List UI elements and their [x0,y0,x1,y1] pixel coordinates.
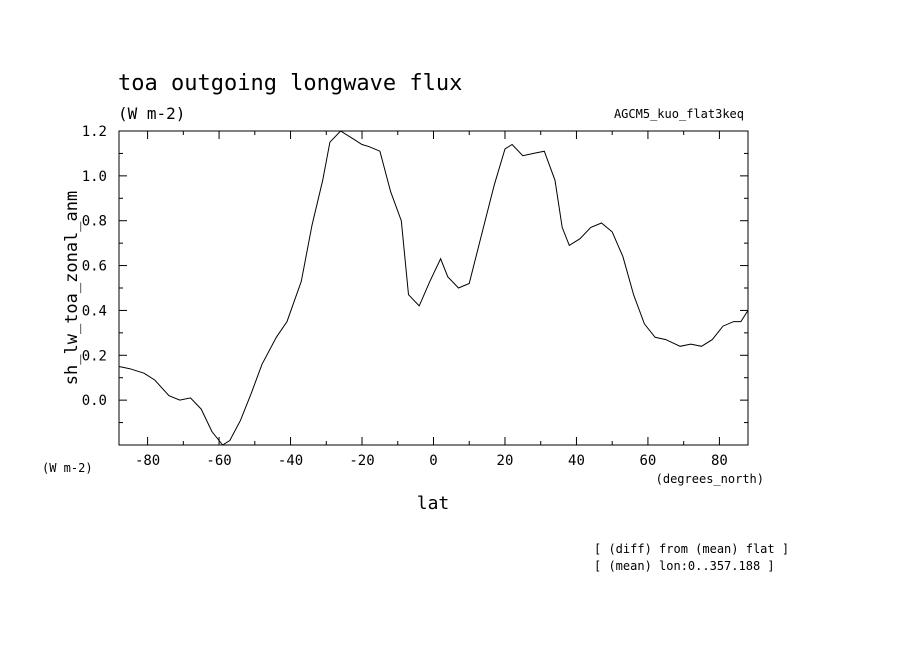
note-diff: [ (diff) from (mean) flat ] [594,542,789,556]
x-tick-label: -40 [278,453,303,469]
chart-title: toa outgoing longwave flux [118,71,462,96]
series-line [118,130,749,446]
y-tick-label: 0.2 [82,348,107,364]
x-tick-label: -20 [349,453,374,469]
y-tick-label: 0.0 [82,393,107,409]
units-label: (W m-2) [118,104,185,123]
y-tick-label: 0.4 [82,303,107,319]
y-tick-label: 0.8 [82,214,107,230]
note-mean: [ (mean) lon:0..357.188 ] [594,559,775,573]
run-label: AGCM5_kuo_flat3keq [614,107,744,121]
tick-labels: -80 -60 -40 -20 0 20 40 60 80 0.0 0.2 0.4 0.6 0.8 1.0 1… [82,124,728,469]
y-axis-units: (W m-2) [42,461,93,475]
y-axis-label: sh_lw_toa_zonal_anm [62,191,82,385]
ticks [119,130,748,445]
x-tick-label: 20 [497,453,514,469]
x-tick-label: 80 [711,453,728,469]
x-tick-label: 60 [640,453,657,469]
y-tick-label: 0.6 [82,259,107,275]
x-tick-label: 0 [429,453,437,469]
x-tick-label: 40 [568,453,585,469]
x-axis-units: (degrees_north) [656,472,764,486]
plot-frame [118,130,749,446]
y-tick-label: 1.2 [82,124,107,140]
x-axis-label: lat [417,493,450,514]
y-tick-label: 1.0 [82,169,107,185]
x-tick-label: -60 [206,453,231,469]
x-tick-label: -80 [135,453,160,469]
